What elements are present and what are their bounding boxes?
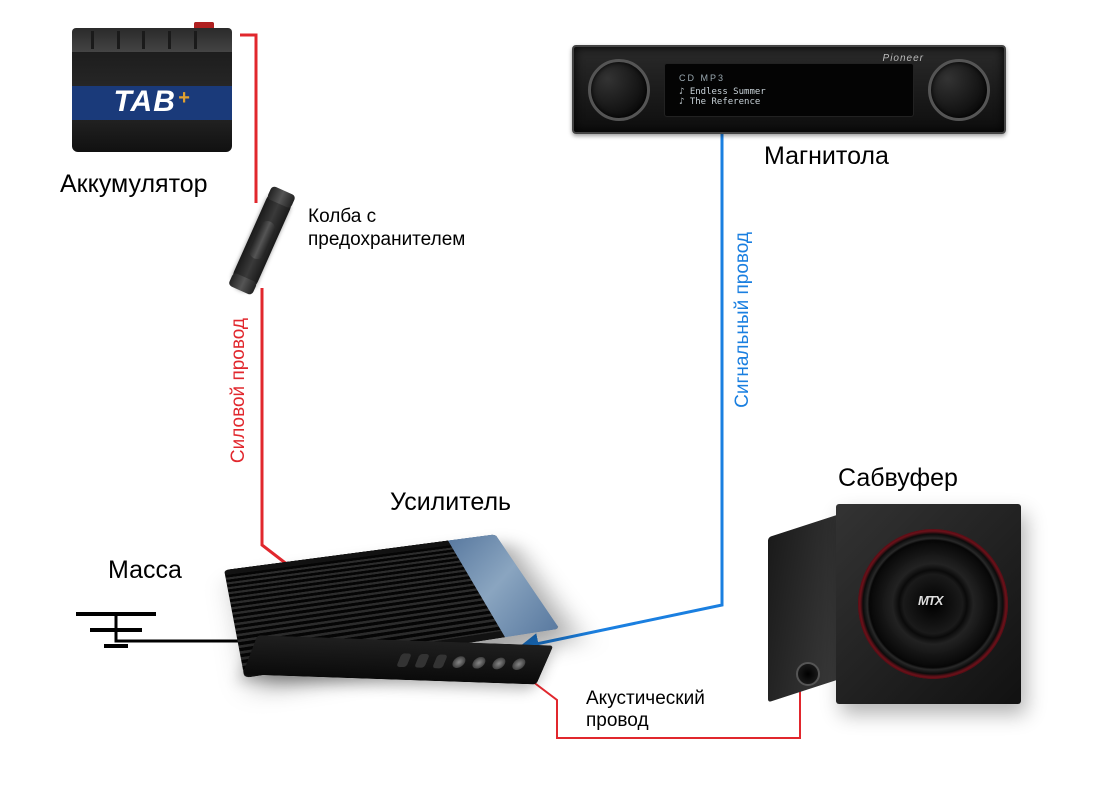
battery-lid [72, 28, 232, 52]
battery-body: TAB+ [72, 52, 232, 152]
fuse-holder [221, 184, 304, 298]
subwoofer-brand: MTX [918, 593, 942, 608]
ground-label: Масса [108, 556, 182, 585]
signal-wire [522, 134, 722, 647]
knob-left [588, 59, 650, 121]
fuse-label-2: предохранителем [308, 229, 465, 251]
head-unit-brand: Pioneer [883, 53, 924, 64]
power-wire [240, 35, 256, 203]
sub-label: Сабвуфер [838, 464, 958, 493]
subwoofer-terminal [796, 662, 820, 686]
fuse-label-1: Колба с [308, 206, 376, 228]
amp-label: Усилитель [390, 488, 511, 517]
ground-symbol [76, 614, 156, 646]
knob-right [928, 59, 990, 121]
subwoofer: MTX [768, 504, 1023, 709]
hu-display-track: ♪ Endless Summer♪ The Reference [679, 87, 913, 107]
power-wire-label: Силовой провод [228, 318, 250, 463]
battery-label: Аккумулятор [60, 170, 208, 199]
speaker-wire-label-2: провод [586, 710, 649, 732]
hu-display-top: CD MP3 [679, 73, 913, 83]
battery: TAB+ [72, 28, 232, 153]
speaker-wire-label-1: Акустический [586, 688, 705, 710]
battery-brand: TAB+ [113, 85, 190, 119]
headunit-label: Магнитола [764, 142, 889, 171]
power-wire-2 [262, 288, 310, 582]
head-unit-screen: CD MP3 ♪ Endless Summer♪ The Reference [664, 63, 914, 117]
signal-wire-label: Сигнальный провод [732, 232, 754, 408]
head-unit: CD MP3 ♪ Endless Summer♪ The Reference P… [572, 45, 1006, 134]
amplifier-front-panel [243, 635, 554, 684]
